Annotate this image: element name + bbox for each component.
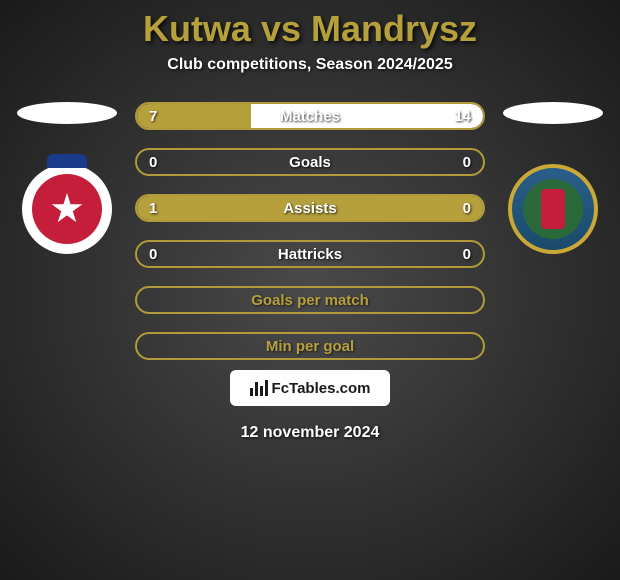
stat-left-value: 1 xyxy=(149,200,157,217)
stat-row-min-per-goal: Min per goal xyxy=(135,332,485,360)
badge-center-bar xyxy=(541,189,565,229)
left-player-column xyxy=(17,102,117,254)
stat-row-assists: 1 Assists 0 xyxy=(135,194,485,222)
stat-left-value: 7 xyxy=(149,108,157,125)
stat-pill-label: Goals per match xyxy=(251,292,369,309)
stats-column: 7 Matches 14 0 Goals 0 1 Assists 0 0 Hattricks 0 Goa… xyxy=(135,102,485,360)
stat-right-value: 14 xyxy=(454,108,471,125)
stat-pill-label: Min per goal xyxy=(266,338,354,355)
stat-label: Assists xyxy=(283,200,336,217)
page-title: Kutwa vs Mandrysz xyxy=(0,8,620,50)
left-ellipse-decor xyxy=(17,102,117,124)
stat-right-value: 0 xyxy=(463,246,471,263)
badge-inner-ring xyxy=(32,174,102,244)
stat-row-hattricks: 0 Hattricks 0 xyxy=(135,240,485,268)
bar-chart-icon xyxy=(250,380,268,396)
stat-label: Goals xyxy=(289,154,331,171)
right-player-column xyxy=(503,102,603,254)
stat-row-goals: 0 Goals 0 xyxy=(135,148,485,176)
stat-right-value: 0 xyxy=(463,200,471,217)
right-club-badge xyxy=(508,164,598,254)
page-subtitle: Club competitions, Season 2024/2025 xyxy=(0,56,620,74)
header: Kutwa vs Mandrysz Club competitions, Sea… xyxy=(0,0,620,74)
main-comparison: 7 Matches 14 0 Goals 0 1 Assists 0 0 Hattricks 0 Goa… xyxy=(0,102,620,360)
crown-icon xyxy=(47,154,87,168)
stat-label: Matches xyxy=(280,108,340,125)
stat-row-matches: 7 Matches 14 xyxy=(135,102,485,130)
right-ellipse-decor xyxy=(503,102,603,124)
stat-right-value: 0 xyxy=(463,154,471,171)
footer: FcTables.com 12 november 2024 xyxy=(0,370,620,442)
stat-left-value: 0 xyxy=(149,154,157,171)
fctables-logo: FcTables.com xyxy=(230,370,390,406)
badge-inner xyxy=(523,179,583,239)
wisla-krakow-badge xyxy=(22,164,112,254)
stat-left-value: 0 xyxy=(149,246,157,263)
date-label: 12 november 2024 xyxy=(241,424,380,442)
stat-label: Hattricks xyxy=(278,246,342,263)
star-icon xyxy=(51,193,83,225)
fctables-text: FcTables.com xyxy=(272,380,371,397)
stat-row-goals-per-match: Goals per match xyxy=(135,286,485,314)
